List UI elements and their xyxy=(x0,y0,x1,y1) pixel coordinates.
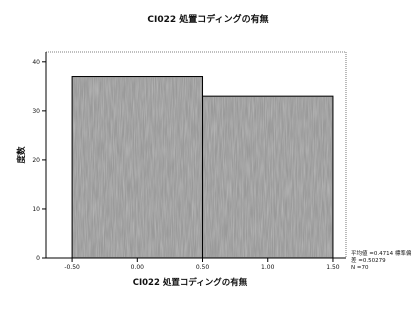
stats-line-2: 差 =0.50279 xyxy=(351,256,386,264)
bars-group xyxy=(71,76,334,259)
x-axis-label: CI022 処置コディングの有無 xyxy=(133,277,248,288)
x-tick-label: -0.50 xyxy=(64,264,80,271)
x-tick-label: 1.50 xyxy=(326,264,340,271)
y-tick-label: 10 xyxy=(32,206,40,213)
x-tick-label: 1.00 xyxy=(261,264,275,271)
y-tick-label: 0 xyxy=(36,255,40,262)
stats-box: 平均値 =0.4714 標準偏 差 =0.50279 N =70 xyxy=(351,249,412,271)
stats-line-1: 平均値 =0.4714 標準偏 xyxy=(351,249,412,257)
histogram-bar-texture xyxy=(73,77,202,258)
x-ticks: -0.50 0.00 0.50 1.00 1.50 xyxy=(64,258,340,271)
x-tick-label: 0.00 xyxy=(131,264,145,271)
y-tick-label: 40 xyxy=(32,59,40,66)
chart-title: CI022 処置コディングの有無 xyxy=(147,13,268,25)
x-tick-label: 0.50 xyxy=(196,264,210,271)
y-axis-label: 度数 xyxy=(16,146,27,164)
y-tick-label: 30 xyxy=(32,108,40,115)
stats-line-3: N =70 xyxy=(351,265,369,271)
y-tick-label: 20 xyxy=(32,157,40,164)
histogram-bar-texture xyxy=(203,97,332,258)
y-ticks: 0 10 20 30 40 xyxy=(32,59,46,262)
